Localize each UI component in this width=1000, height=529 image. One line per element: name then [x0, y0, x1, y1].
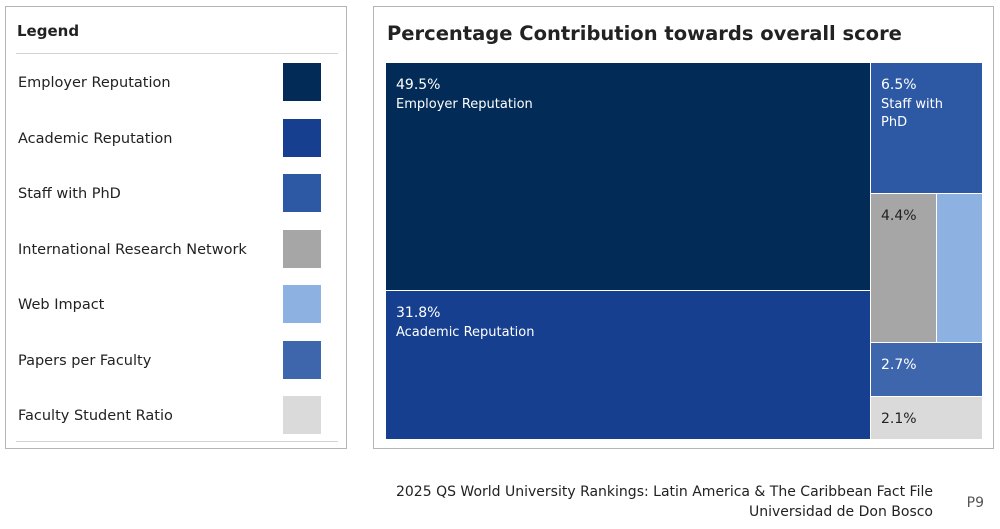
legend-title: Legend [17, 22, 80, 40]
treemap-rect [871, 194, 936, 342]
legend-item-label: International Research Network [18, 241, 247, 258]
legend-swatch [283, 229, 321, 268]
legend-panel: Legend Employer Reputation Academic Reput… [5, 6, 347, 449]
legend-item-label: Staff with PhD [18, 186, 121, 202]
treemap-tile: 2.7% [871, 343, 982, 396]
legend-item: Staff with PhD [6, 166, 346, 222]
treemap-value-label: 2.7% [881, 357, 917, 373]
treemap-chart: 49.5% Employer Reputation 31.8% Academic Re… [386, 63, 982, 439]
treemap-rect [386, 63, 870, 290]
legend-item-label: Employer Reputation [18, 75, 171, 91]
footer-institution: Universidad de Don Bosco [749, 504, 933, 520]
legend-swatch [283, 63, 321, 101]
treemap-rect [871, 343, 982, 396]
treemap-rect [937, 194, 982, 342]
chart-title: Percentage Contribution towards overall … [387, 22, 902, 45]
treemap-rect [386, 291, 870, 439]
treemap-value-label: 49.5% [396, 77, 440, 93]
legend-item-label: Papers per Faculty [18, 352, 152, 369]
treemap-value-label: 2.1% [881, 411, 917, 427]
treemap-name-label: Staff with [881, 97, 943, 112]
chart-panel: Percentage Contribution towards overall … [373, 6, 994, 449]
treemap-value-label: 4.4% [881, 208, 917, 224]
treemap-tile: 31.8% Academic Reputation [386, 291, 870, 439]
treemap-value-label: 31.8% [396, 305, 440, 321]
treemap-tile: 49.5% Employer Reputation [386, 63, 870, 290]
legend-item: Faculty Student Ratio [6, 388, 346, 444]
legend-item: Academic Reputation [6, 111, 346, 167]
legend-swatch [283, 174, 321, 212]
treemap-tile: 4.4% [871, 194, 936, 342]
legend-item: Web Impact [6, 277, 346, 333]
legend-swatch [283, 285, 321, 323]
treemap-tile [937, 194, 982, 342]
legend-item: Papers per Faculty [6, 333, 346, 389]
treemap-rect [871, 63, 982, 193]
treemap-value-label: 6.5% [881, 77, 917, 93]
legend-swatch [283, 340, 321, 379]
legend-item-label: Faculty Student Ratio [18, 408, 173, 424]
legend-item-label: Academic Reputation [18, 130, 173, 147]
treemap-tile: 6.5% Staff with PhD [871, 63, 982, 193]
legend-item-label: Web Impact [18, 297, 105, 313]
legend-swatch [283, 118, 321, 157]
treemap-name-label: Academic Reputation [396, 325, 535, 340]
legend-divider [16, 441, 338, 442]
treemap-name-label: Employer Reputation [396, 97, 533, 112]
page-number: P9 [966, 495, 984, 511]
legend-swatch [283, 396, 321, 434]
treemap-tile: 2.1% [871, 397, 982, 439]
footer-source: 2025 QS World University Rankings: Latin… [395, 484, 933, 500]
legend-divider [16, 53, 338, 54]
treemap-name-label: PhD [881, 115, 907, 130]
legend-item: International Research Network [6, 222, 346, 278]
treemap-rect [871, 397, 982, 439]
legend-item: Employer Reputation [6, 55, 346, 111]
